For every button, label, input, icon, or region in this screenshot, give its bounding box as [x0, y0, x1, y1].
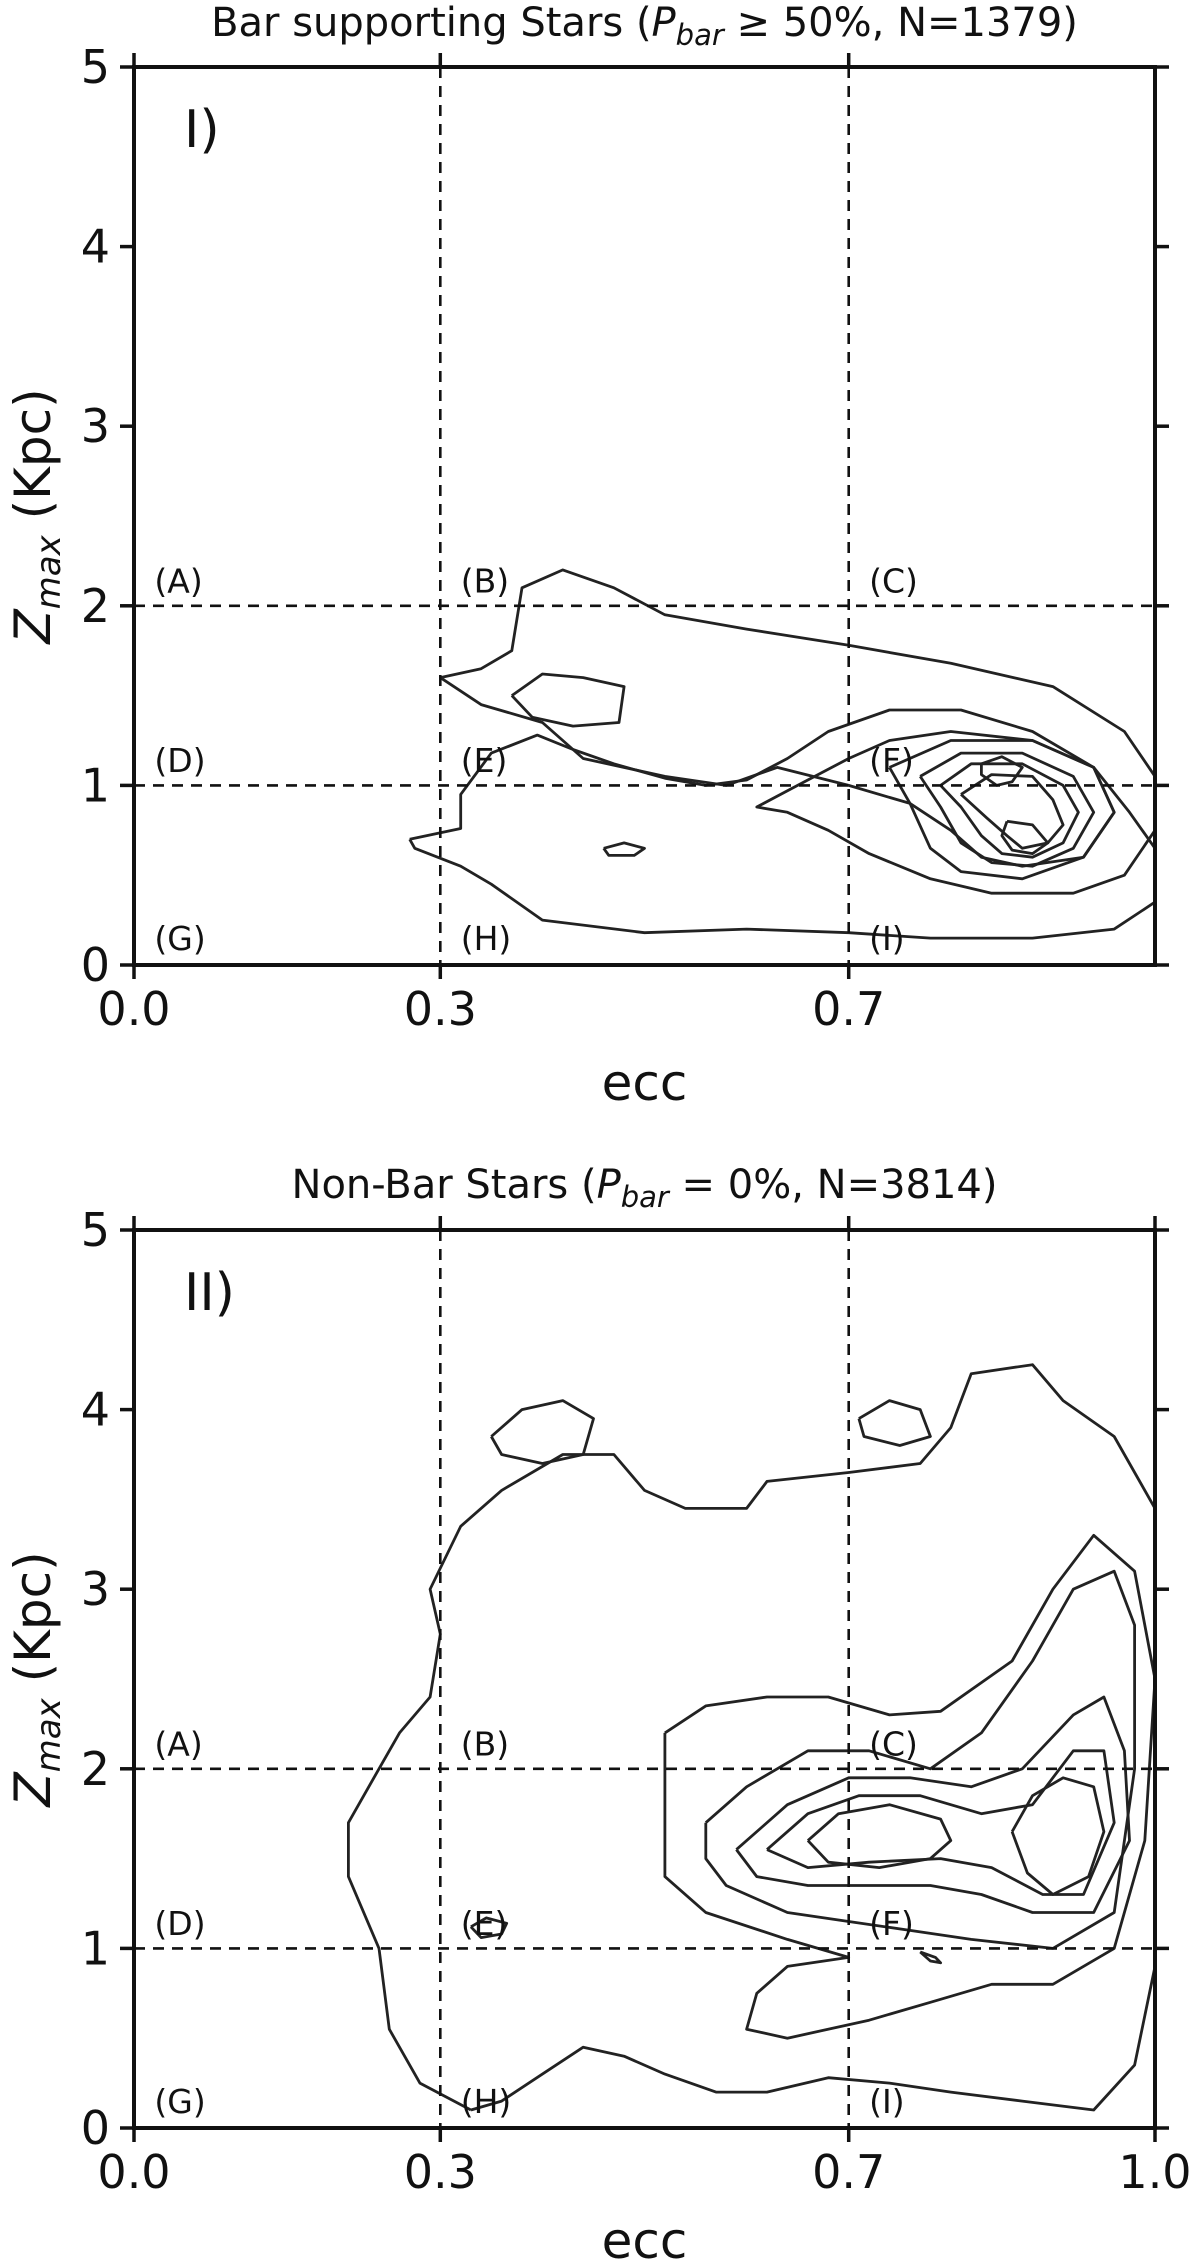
x-axis-label: ecc	[602, 1054, 688, 1112]
contour-group	[408, 568, 1155, 940]
density-contour-6	[806, 1803, 953, 1869]
y-tick-label: 2	[81, 1742, 110, 1796]
region-label: (C)	[869, 1725, 918, 1764]
x-tick-label: 0.7	[812, 982, 885, 1036]
region-label: (B)	[461, 562, 509, 601]
title-sub: bar	[676, 18, 726, 52]
region-label: (G)	[154, 919, 205, 958]
region-label: (G)	[154, 2082, 205, 2121]
density-contour-5	[766, 1749, 1116, 1896]
density-contour-8	[1000, 819, 1050, 855]
y-tick-label: 5	[81, 40, 110, 94]
region-label: (H)	[461, 2082, 512, 2121]
x-tick-label: 1.0	[1118, 2145, 1191, 2199]
title-p: P	[597, 1162, 622, 1208]
region-label: (B)	[461, 1725, 509, 1764]
title-prefix: Non-Bar Stars (	[292, 1162, 597, 1208]
density-contour-6	[960, 773, 1065, 850]
y-tick-label: 1	[81, 758, 110, 812]
region-label: (C)	[869, 562, 918, 601]
region-label: (A)	[154, 562, 202, 601]
y-tick-label: 3	[81, 399, 110, 453]
ylabel-sub: max	[29, 1697, 69, 1772]
y-tick-label: 4	[81, 1383, 110, 1437]
y-tick-label: 0	[81, 2101, 110, 2155]
region-label: (H)	[461, 919, 512, 958]
density-contour-8	[490, 1399, 595, 1465]
contour-group	[346, 1363, 1155, 2112]
density-contour-1	[346, 1363, 1155, 2112]
panel-label: I)	[184, 100, 220, 160]
region-label: (D)	[154, 1904, 205, 1943]
panel-1-bar-supporting: Bar supporting Stars (Pbar ≥ 50%, N=1379…	[4, 0, 1169, 1112]
panel-2-non-bar: Non-Bar Stars (Pbar = 0%, N=3814) (A) (B) (…	[4, 1162, 1192, 2268]
density-contour-4	[919, 751, 1096, 868]
x-tick-label: 0.3	[404, 982, 477, 1036]
title-sub: bar	[621, 1180, 671, 1214]
title-prefix: Bar supporting Stars (	[211, 0, 651, 46]
density-contour-9	[510, 672, 626, 728]
chart-title: Non-Bar Stars (Pbar = 0%, N=3814)	[292, 1162, 998, 1214]
x-tick-label: 0.7	[812, 2145, 885, 2199]
panel-label: II)	[184, 1263, 235, 1323]
y-tick-label: 3	[81, 1562, 110, 1616]
region-label: (A)	[154, 1725, 202, 1764]
region-label: (E)	[461, 1904, 508, 1943]
x-tick-label: 0.0	[97, 2145, 170, 2199]
y-axis-label: Zmax (Kpc)	[4, 388, 69, 645]
title-rest: = 0%, N=3814)	[669, 1162, 998, 1208]
ylabel-z: Z	[4, 1771, 62, 1809]
density-contour-9	[857, 1399, 932, 1447]
y-tick-label: 4	[81, 220, 110, 274]
y-tick-label: 0	[81, 938, 110, 992]
ylabel-rest: (Kpc)	[4, 388, 62, 535]
plot-frame	[132, 65, 1157, 967]
region-label: (E)	[461, 741, 508, 780]
region-label: (F)	[869, 741, 914, 780]
plot-frame	[132, 1228, 1157, 2130]
y-tick-label: 2	[81, 579, 110, 633]
x-axis-label: ecc	[602, 2212, 688, 2268]
region-label: (I)	[869, 919, 904, 958]
density-contour-7	[980, 755, 1024, 787]
region-label: (I)	[869, 2082, 904, 2121]
density-contour-11	[919, 1950, 942, 1965]
chart-title: Bar supporting Stars (Pbar ≥ 50%, N=1379…	[211, 0, 1078, 52]
y-axis-label: Zmax (Kpc)	[4, 1551, 69, 1808]
density-contour-10	[602, 841, 646, 857]
ylabel-sub: max	[29, 534, 69, 609]
title-p: P	[652, 0, 677, 46]
ylabel-z: Z	[4, 608, 62, 646]
density-contour-3	[704, 1569, 1136, 1950]
x-tick-label: 0.0	[97, 982, 170, 1036]
x-tick-label: 0.3	[404, 2145, 477, 2199]
density-contour-7	[1010, 1776, 1106, 1896]
title-rest: ≥ 50%, N=1379)	[724, 0, 1078, 46]
density-contour-10	[469, 1916, 509, 1939]
density-contour-1	[408, 708, 1155, 940]
density-contour-2	[439, 568, 1155, 895]
density-contour-5	[939, 762, 1080, 859]
region-label: (F)	[869, 1904, 914, 1943]
density-contour-4	[735, 1695, 1131, 1914]
density-contour-3	[888, 739, 1116, 881]
y-tick-label: 1	[81, 1921, 110, 1975]
ylabel-rest: (Kpc)	[4, 1551, 62, 1698]
density-contour-2	[663, 1533, 1155, 2040]
y-tick-label: 5	[81, 1203, 110, 1257]
region-label: (D)	[154, 741, 205, 780]
